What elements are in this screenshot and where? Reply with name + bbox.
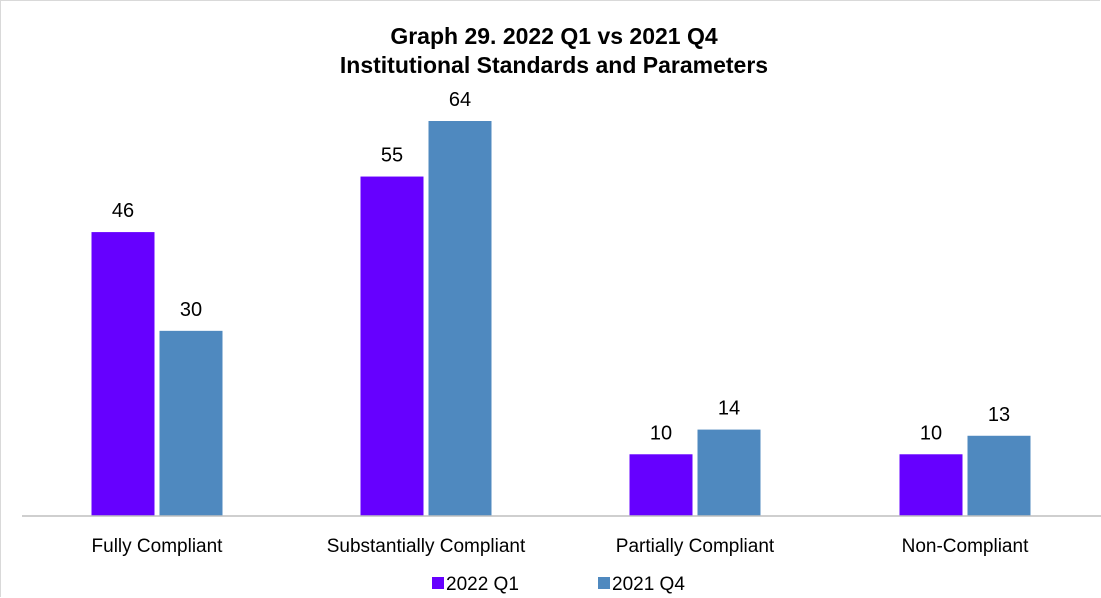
data-label-partially-compliant-2021-q4: 14 xyxy=(718,398,740,420)
data-label-substantially-compliant-2022-q1: 55 xyxy=(381,145,403,167)
bar-fully-compliant-2021-q4 xyxy=(159,330,223,516)
bar-partially-compliant-2022-q1 xyxy=(629,454,693,516)
data-label-non-compliant-2022-q1: 10 xyxy=(920,422,942,444)
category-label-substantially-compliant: Substantially Compliant xyxy=(327,536,526,557)
bar-substantially-compliant-2022-q1 xyxy=(360,176,424,516)
bar-non-compliant-2022-q1 xyxy=(899,454,963,516)
chart-title: Graph 29. 2022 Q1 vs 2021 Q4 xyxy=(390,23,718,49)
legend-label-2022-q1: 2022 Q1 xyxy=(446,574,519,595)
legend-swatch-2021-q4 xyxy=(598,577,610,589)
category-label-partially-compliant: Partially Compliant xyxy=(616,536,775,557)
bar-fully-compliant-2022-q1 xyxy=(91,232,155,516)
bar-non-compliant-2021-q4 xyxy=(967,435,1031,516)
legend-swatch-2022-q1 xyxy=(432,577,444,589)
chart-subtitle: Institutional Standards and Parameters xyxy=(340,52,768,78)
data-label-fully-compliant-2021-q4: 30 xyxy=(180,299,202,321)
bar-substantially-compliant-2021-q4 xyxy=(428,121,492,516)
data-label-partially-compliant-2022-q1: 10 xyxy=(650,422,672,444)
category-labels-layer: Fully Compliant Substantially Compliant Pa… xyxy=(92,536,1030,557)
category-label-fully-compliant: Fully Compliant xyxy=(92,536,224,557)
legend-label-2021-q4: 2021 Q4 xyxy=(612,574,685,595)
data-label-substantially-compliant-2021-q4: 64 xyxy=(449,89,471,111)
data-label-non-compliant-2021-q4: 13 xyxy=(988,404,1010,426)
legend: 2022 Q1 2021 Q4 xyxy=(432,574,685,595)
data-labels-layer: 46 30 55 64 10 14 10 13 xyxy=(112,89,1010,444)
data-label-fully-compliant-2022-q1: 46 xyxy=(112,200,134,222)
bar-partially-compliant-2021-q4 xyxy=(697,429,761,516)
bars-layer xyxy=(91,121,1031,516)
category-label-non-compliant: Non-Compliant xyxy=(902,536,1029,557)
